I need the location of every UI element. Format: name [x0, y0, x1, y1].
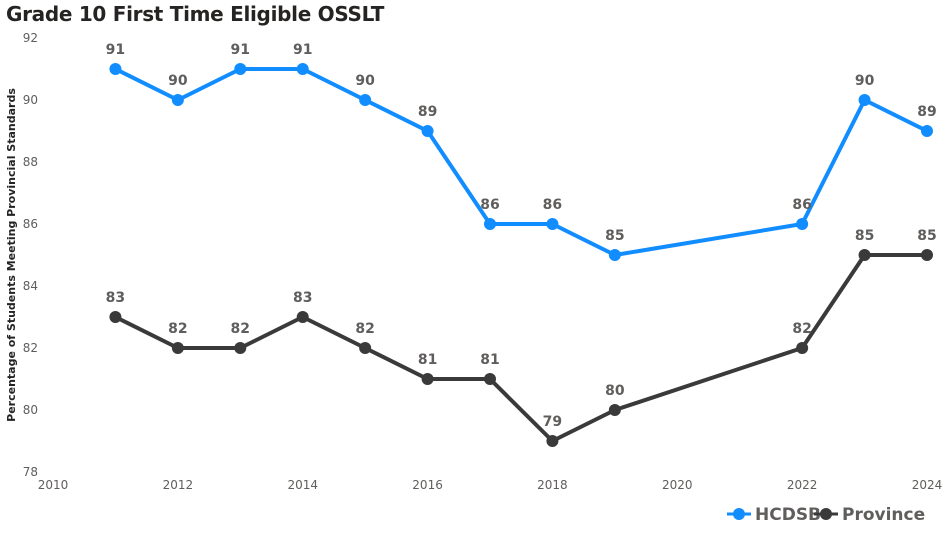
- data-label-province: 81: [480, 352, 499, 368]
- data-point-province: [359, 342, 372, 354]
- data-point-province: [796, 342, 809, 354]
- data-point-province: [921, 249, 933, 261]
- data-label-hcdsb: 89: [418, 104, 437, 120]
- data-point-hcdsb: [359, 94, 372, 106]
- data-point-province: [234, 342, 247, 354]
- x-tick-label: 2018: [537, 478, 568, 492]
- data-label-hcdsb: 89: [917, 104, 936, 120]
- data-point-hcdsb: [234, 63, 247, 75]
- data-label-province: 83: [293, 290, 312, 306]
- data-label-province: 82: [792, 321, 811, 337]
- data-point-province: [858, 249, 871, 261]
- data-point-province: [109, 311, 122, 323]
- data-point-hcdsb: [608, 249, 621, 261]
- legend-marker-hcdsb: [733, 508, 745, 520]
- data-label-hcdsb: 90: [355, 73, 375, 89]
- data-point-province: [546, 435, 559, 447]
- x-tick-label: 2014: [287, 478, 318, 492]
- data-label-province: 79: [543, 414, 562, 430]
- series-line-province: [113, 253, 929, 443]
- data-label-hcdsb: 91: [293, 42, 312, 58]
- data-label-province: 85: [855, 228, 874, 244]
- data-point-hcdsb: [171, 94, 184, 106]
- y-tick-label: 90: [23, 93, 38, 107]
- y-tick-label: 88: [23, 155, 38, 169]
- y-tick-label: 82: [23, 341, 38, 355]
- y-tick-label: 80: [23, 403, 38, 417]
- data-label-hcdsb: 86: [792, 197, 811, 213]
- y-tick-label: 78: [23, 465, 38, 479]
- legend: HCDSB Province: [727, 505, 925, 525]
- series-points: [109, 63, 933, 447]
- legend-label-province: Province: [842, 505, 925, 525]
- data-label-province: 80: [605, 383, 625, 399]
- data-point-hcdsb: [421, 125, 434, 137]
- data-label-hcdsb: 85: [605, 228, 624, 244]
- data-point-province: [484, 373, 496, 385]
- data-label-province: 82: [231, 321, 250, 337]
- data-point-hcdsb: [858, 94, 871, 106]
- legend-label-hcdsb: HCDSB: [755, 505, 821, 525]
- x-tick-label: 2020: [662, 478, 693, 492]
- x-tick-label: 2022: [787, 478, 818, 492]
- y-tick-label: 84: [23, 279, 38, 293]
- data-label-province: 81: [418, 352, 437, 368]
- data-point-hcdsb: [484, 218, 496, 230]
- data-labels: 91 90 91 91 90 89 86 86 85 86 90 89 83 82 82 83 82 81 81 79…: [106, 42, 937, 430]
- x-tick-label: 2024: [912, 478, 943, 492]
- chart-title: Grade 10 First Time Eligible OSSLT: [6, 2, 385, 26]
- data-label-hcdsb: 86: [480, 197, 499, 213]
- data-point-province: [296, 311, 309, 323]
- x-tick-label: 2016: [412, 478, 443, 492]
- data-point-hcdsb: [546, 218, 559, 230]
- data-point-hcdsb: [796, 218, 809, 230]
- x-tick-label: 2012: [163, 478, 194, 492]
- data-point-province: [608, 404, 621, 416]
- y-tick-label: 92: [23, 31, 38, 45]
- data-label-hcdsb: 90: [168, 73, 188, 89]
- y-axis-ticks: 78 80 82 84 86 88 90 92: [23, 31, 38, 479]
- series-line-hcdsb: [113, 67, 929, 257]
- data-point-province: [171, 342, 184, 354]
- legend-marker-province: [820, 508, 832, 520]
- x-tick-label: 2010: [38, 478, 69, 492]
- data-label-hcdsb: 86: [543, 197, 562, 213]
- data-point-hcdsb: [109, 63, 122, 75]
- series-lines: [113, 67, 929, 443]
- data-label-hcdsb: 91: [106, 42, 125, 58]
- y-axis-label-group: Percentage of Students Meeting Provincia…: [5, 88, 18, 422]
- data-point-hcdsb: [296, 63, 309, 75]
- data-point-hcdsb: [921, 125, 933, 137]
- data-label-province: 82: [355, 321, 374, 337]
- data-label-province: 85: [917, 228, 936, 244]
- x-axis-ticks: 2010 2012 2014 2016 2018 2020 2022 2024: [38, 478, 943, 492]
- data-label-hcdsb: 91: [231, 42, 250, 58]
- y-tick-label: 86: [23, 217, 38, 231]
- y-axis-label: Percentage of Students Meeting Provincia…: [5, 88, 18, 422]
- data-point-province: [421, 373, 434, 385]
- data-label-hcdsb: 90: [855, 73, 875, 89]
- data-label-province: 83: [106, 290, 125, 306]
- data-label-province: 82: [168, 321, 187, 337]
